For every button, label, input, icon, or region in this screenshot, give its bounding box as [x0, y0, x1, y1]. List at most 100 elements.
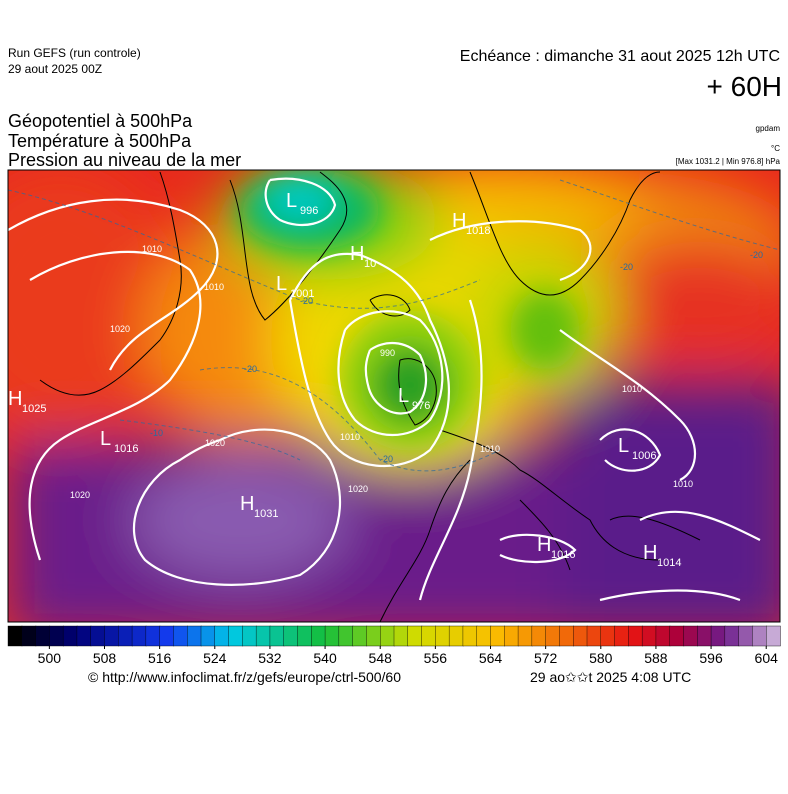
- run-label: Run GEFS (run controle): [8, 46, 141, 60]
- colorbar-swatch: [242, 625, 257, 647]
- isobar-label: 990: [380, 348, 395, 358]
- colorbar-swatch: [435, 625, 450, 647]
- colorbar-tick-label: 532: [258, 650, 282, 666]
- run-date: 29 aout 2025 00Z: [8, 62, 102, 76]
- colorbar-swatch: [49, 625, 64, 647]
- colorbar-swatch: [131, 625, 147, 647]
- unit-label: gpdam: [756, 124, 781, 133]
- colorbar-swatch: [669, 625, 685, 647]
- center-letter: L: [286, 190, 297, 212]
- contour-labels: 1010101010201020990101010201010101010101…: [70, 244, 763, 500]
- colorbar-swatch: [255, 625, 271, 647]
- isotherm-label: -20: [300, 296, 313, 306]
- lead-time: + 60H: [707, 71, 783, 102]
- center-value: 976: [412, 400, 430, 412]
- colorbar-tick-label: 540: [313, 650, 337, 666]
- isotherm-label: -20: [620, 262, 633, 272]
- colorbar-swatch: [710, 625, 726, 647]
- isobar-label: 1020: [348, 484, 368, 494]
- center-value: 1016: [551, 549, 575, 561]
- colorbar-swatch: [338, 625, 354, 647]
- colorbar-swatch: [462, 625, 478, 647]
- colorbar-swatch: [118, 625, 133, 647]
- colorbar-swatch: [324, 625, 340, 647]
- colorbar-swatch: [7, 625, 23, 647]
- colorbar-tick-label: 516: [148, 650, 172, 666]
- valid-time: Echéance : dimanche 31 aout 2025 12h UTC: [460, 48, 780, 65]
- center-letter: H: [643, 542, 657, 564]
- colorbar-swatch: [614, 625, 630, 647]
- colorbar-swatch: [228, 625, 244, 647]
- center-value: 10: [364, 258, 376, 270]
- isotherm-label: -20: [750, 250, 763, 260]
- isobar-label: 1020: [110, 324, 130, 334]
- isobar-label: 1010: [142, 244, 162, 254]
- colorbar-tick-label: 548: [369, 650, 393, 666]
- colorbar-tick-label: 572: [534, 650, 558, 666]
- center-letter: H: [350, 243, 364, 265]
- colorbar-swatch: [683, 625, 698, 647]
- center-value: 1016: [114, 443, 138, 455]
- colorbar-swatch: [76, 625, 92, 647]
- pressure-range: [Max 1031.2 | Min 976.8] hPa: [676, 157, 781, 166]
- center-letter: H: [240, 493, 254, 515]
- colorbar-tick-label: 604: [755, 650, 779, 666]
- isobar-label: 1010: [204, 282, 224, 292]
- colorbar-swatch: [159, 625, 175, 647]
- colorbar-swatch: [62, 625, 78, 647]
- colorbar-swatch: [104, 625, 119, 647]
- isobars: [8, 177, 761, 602]
- colorbar-swatch: [352, 625, 368, 647]
- colorbar-tick-label: 596: [699, 650, 723, 666]
- colorbar-swatch: [145, 625, 161, 647]
- source-url: © http://www.infoclimat.fr/z/gefs/europe…: [88, 669, 401, 685]
- colorbar-swatch: [421, 625, 437, 647]
- colorbar-swatch: [752, 625, 767, 647]
- isobar-label: 1010: [480, 444, 500, 454]
- colorbar-swatch: [655, 625, 671, 647]
- isobar-label: 1010: [673, 479, 693, 489]
- colorbar-swatch: [21, 625, 37, 647]
- isobar-label: 1010: [622, 384, 642, 394]
- colorbar-swatch: [697, 625, 712, 647]
- center-value: 1025: [22, 403, 46, 415]
- colorbar-swatch: [586, 625, 602, 647]
- colorbar-tick-label: 588: [644, 650, 668, 666]
- colorbar-swatch: [600, 625, 616, 647]
- colorbar-swatch: [724, 625, 740, 647]
- isotherm-label: -10: [150, 428, 163, 438]
- isotherm-label: -20: [244, 364, 257, 374]
- field-label: Température à 500hPa: [8, 131, 192, 151]
- isobar-label: 1020: [70, 490, 90, 500]
- center-letter: L: [100, 428, 111, 450]
- colorbar-tick-label: 500: [38, 650, 62, 666]
- center-letter: H: [8, 388, 22, 410]
- center-value: 1018: [466, 225, 490, 237]
- colorbar-swatch: [187, 625, 202, 647]
- unit-label: °C: [771, 144, 780, 153]
- center-letter: L: [618, 435, 629, 457]
- center-value: 1001: [290, 288, 314, 300]
- colorbar-swatch: [200, 625, 216, 647]
- generated-time: 29 ao✩✩t 2025 4:08 UTC: [530, 669, 691, 685]
- coastlines: [39, 171, 701, 622]
- colorbar-swatch: [448, 625, 464, 647]
- colorbar-swatch: [476, 625, 492, 647]
- colorbar-tick-label: 564: [479, 650, 503, 666]
- colorbar-swatch: [504, 625, 519, 647]
- colorbar-swatch: [490, 625, 505, 647]
- isotherm-label: -20: [380, 454, 393, 464]
- colorbar-swatch: [380, 625, 395, 647]
- map-frame: [7, 169, 781, 623]
- center-value: 1014: [657, 557, 681, 569]
- isotherms: [8, 179, 780, 472]
- center-value: 1031: [254, 508, 278, 520]
- center-value: 996: [300, 205, 318, 217]
- colorbar-swatch: [311, 625, 326, 647]
- colorbar-swatch: [531, 625, 547, 647]
- colorbar-tick-label: 524: [203, 650, 227, 666]
- colorbar-swatch: [628, 625, 643, 647]
